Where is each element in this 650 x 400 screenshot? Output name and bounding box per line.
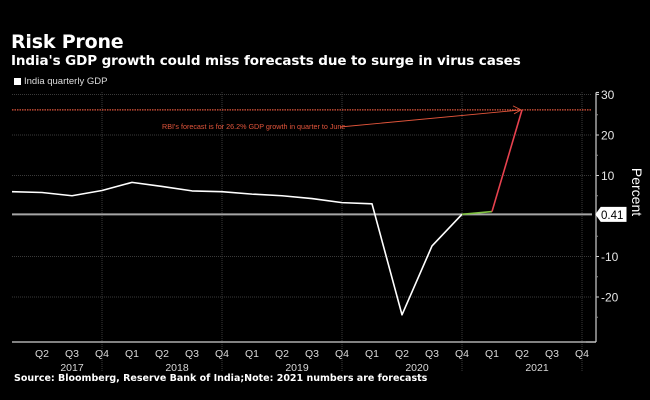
x-tick-label: Q2	[275, 348, 289, 360]
x-year-label: 2018	[165, 362, 189, 374]
y-tick-label: 30	[601, 88, 615, 102]
x-tick-label: Q2	[515, 348, 529, 360]
x-tick-label: Q4	[215, 348, 229, 360]
forecast-annotation-text: RBI's forecast is for 26.2% GDP growth i…	[162, 122, 345, 131]
latest-value-label: 0.41	[601, 210, 623, 222]
legend-swatch	[14, 78, 21, 85]
legend: India quarterly GDP	[14, 76, 107, 87]
x-tick-label: Q3	[545, 348, 559, 360]
x-tick-label: Q1	[125, 348, 139, 360]
grid-layer	[12, 92, 592, 372]
series-line-1	[461, 210, 493, 216]
x-tick-label: Q3	[65, 348, 79, 360]
x-tick-label: Q2	[35, 348, 49, 360]
x-axis: Q2 Q3 Q4 Q1 Q2 Q3 Q4 Q1 Q2 Q3 Q4 Q1 Q2 Q3 Q4 Q1 Q2 Q3 Q4 20…	[12, 341, 596, 374]
x-tick-label: Q4	[575, 348, 589, 360]
y-tick-label: 20	[601, 129, 615, 143]
reference-lines	[12, 109, 592, 216]
x-tick-label: Q1	[485, 348, 499, 360]
x-tick-label: Q2	[395, 348, 409, 360]
latest-value-badge	[595, 206, 627, 222]
x-tick-label: Q4	[95, 348, 109, 360]
x-year-label: 2021	[525, 362, 549, 374]
source-note: Source: Bloomberg, Reserve Bank of India…	[14, 373, 428, 384]
series-line-2	[491, 109, 523, 212]
y-axis: 30 20 10 -10 -20 0.41 Percent	[586, 88, 645, 343]
y-tick-label: -10	[601, 250, 619, 264]
x-tick-label: Q4	[455, 348, 469, 360]
legend-label: India quarterly GDP	[24, 76, 108, 87]
x-year-label: 2020	[405, 362, 429, 374]
series-line-0	[11, 181, 463, 316]
annotation-arrow-line	[339, 109, 522, 128]
y-tick-label: -20	[601, 291, 619, 305]
annotation-arrow-head	[512, 105, 522, 115]
x-tick-label: Q1	[245, 348, 259, 360]
x-year-label: 2019	[285, 362, 309, 374]
x-year-label: 2017	[60, 362, 84, 374]
x-tick-label: Q3	[305, 348, 319, 360]
y-axis-title: Percent	[629, 168, 645, 216]
x-tick-label: Q3	[425, 348, 439, 360]
chart-title: Risk Prone	[11, 31, 124, 53]
chart-subtitle: India's GDP growth could miss forecasts …	[11, 53, 521, 69]
x-tick-label: Q4	[335, 348, 349, 360]
series-layer	[11, 109, 523, 316]
x-tick-label: Q2	[155, 348, 169, 360]
y-tick-label: 10	[601, 169, 615, 183]
annotation-layer: RBI's forecast is for 26.2% GDP growth i…	[162, 105, 522, 131]
x-tick-label: Q3	[185, 348, 199, 360]
x-tick-label: Q1	[365, 348, 379, 360]
